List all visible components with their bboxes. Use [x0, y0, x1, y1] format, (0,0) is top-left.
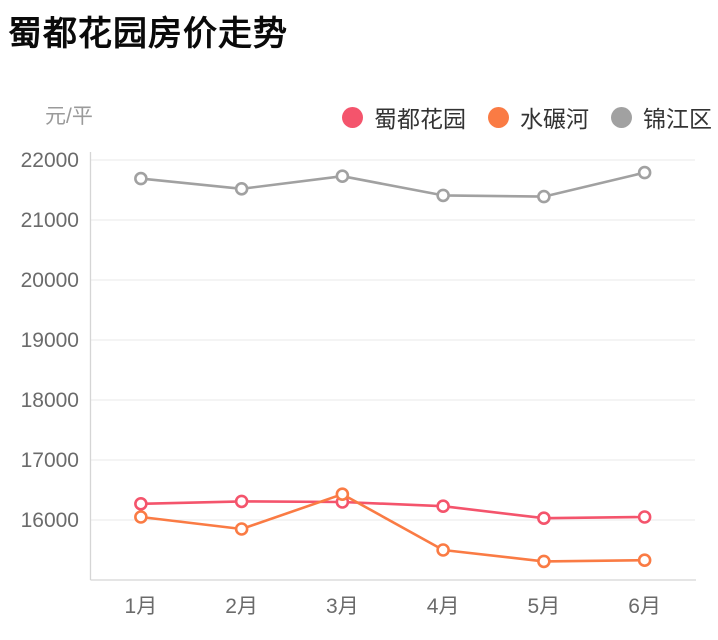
series-line-shudu-huayuan	[139, 500, 646, 520]
x-axis-tick-label: 4月	[427, 595, 460, 618]
legend-dot-jinjiangqu	[611, 106, 632, 128]
data-point-shuinianhe[interactable]	[537, 554, 551, 569]
data-point-shudu-huayuan[interactable]	[134, 496, 148, 511]
data-point-jinjiangqu[interactable]	[537, 189, 551, 204]
legend-label: 水碾河	[520, 106, 589, 132]
data-point-shuinianhe[interactable]	[436, 543, 450, 557]
chart-plot[interactable]: 16000 17000 18000 19000 20000 21000 22000 1月 2月 3…	[0, 140, 718, 640]
data-point-shuinianhe[interactable]	[335, 487, 350, 502]
legend-dot-shudu-huayuan	[342, 106, 363, 128]
data-point-shudu-huayuan[interactable]	[537, 511, 551, 526]
x-axis-tick-label: 6月	[628, 595, 661, 618]
y-axis-tick-label: 18000	[21, 389, 79, 412]
y-axis-tick-label: 17000	[21, 449, 79, 472]
data-point-shuinianhe[interactable]	[637, 553, 652, 568]
data-point-jinjiangqu[interactable]	[134, 171, 148, 186]
legend-item-shuinianhe[interactable]: 水碾河	[488, 100, 589, 134]
data-point-jinjiangqu[interactable]	[234, 181, 249, 196]
y-axis-tick-label: 20000	[21, 269, 79, 292]
data-point-shuinianhe[interactable]	[234, 522, 249, 536]
x-axis-tick-label: 5月	[528, 595, 561, 618]
series-line-jinjiangqu	[139, 171, 646, 198]
legend-label: 蜀都花园	[374, 106, 466, 132]
data-point-shuinianhe[interactable]	[134, 510, 148, 524]
x-axis-tick-label: 1月	[125, 595, 158, 618]
legend-item-jinjiangqu[interactable]: 锦江区	[611, 100, 712, 134]
y-axis-tick-label: 21000	[21, 209, 79, 232]
x-axis-tick-label: 2月	[225, 595, 258, 618]
series-line-shuinianhe	[139, 492, 646, 563]
legend-label: 锦江区	[643, 106, 712, 132]
data-point-shudu-huayuan[interactable]	[436, 499, 450, 514]
page-title: 蜀都花园房价走势	[8, 15, 288, 53]
data-point-jinjiangqu[interactable]	[637, 165, 652, 180]
y-axis-unit-label: 元/平	[45, 105, 93, 128]
y-axis-tick-label: 19000	[21, 329, 79, 352]
chart-legend: 蜀都花园 水碾河 锦江区	[342, 100, 712, 134]
data-point-shudu-huayuan[interactable]	[637, 510, 652, 524]
legend-dot-shuinianhe	[488, 106, 509, 128]
data-point-jinjiangqu[interactable]	[436, 188, 450, 203]
data-point-shudu-huayuan[interactable]	[234, 494, 249, 509]
data-point-jinjiangqu[interactable]	[335, 169, 350, 184]
y-axis-tick-label: 22000	[21, 149, 79, 172]
legend-item-shudu-huayuan[interactable]: 蜀都花园	[342, 100, 466, 134]
x-axis-tick-label: 3月	[326, 595, 359, 618]
y-axis-tick-label: 16000	[21, 509, 79, 532]
